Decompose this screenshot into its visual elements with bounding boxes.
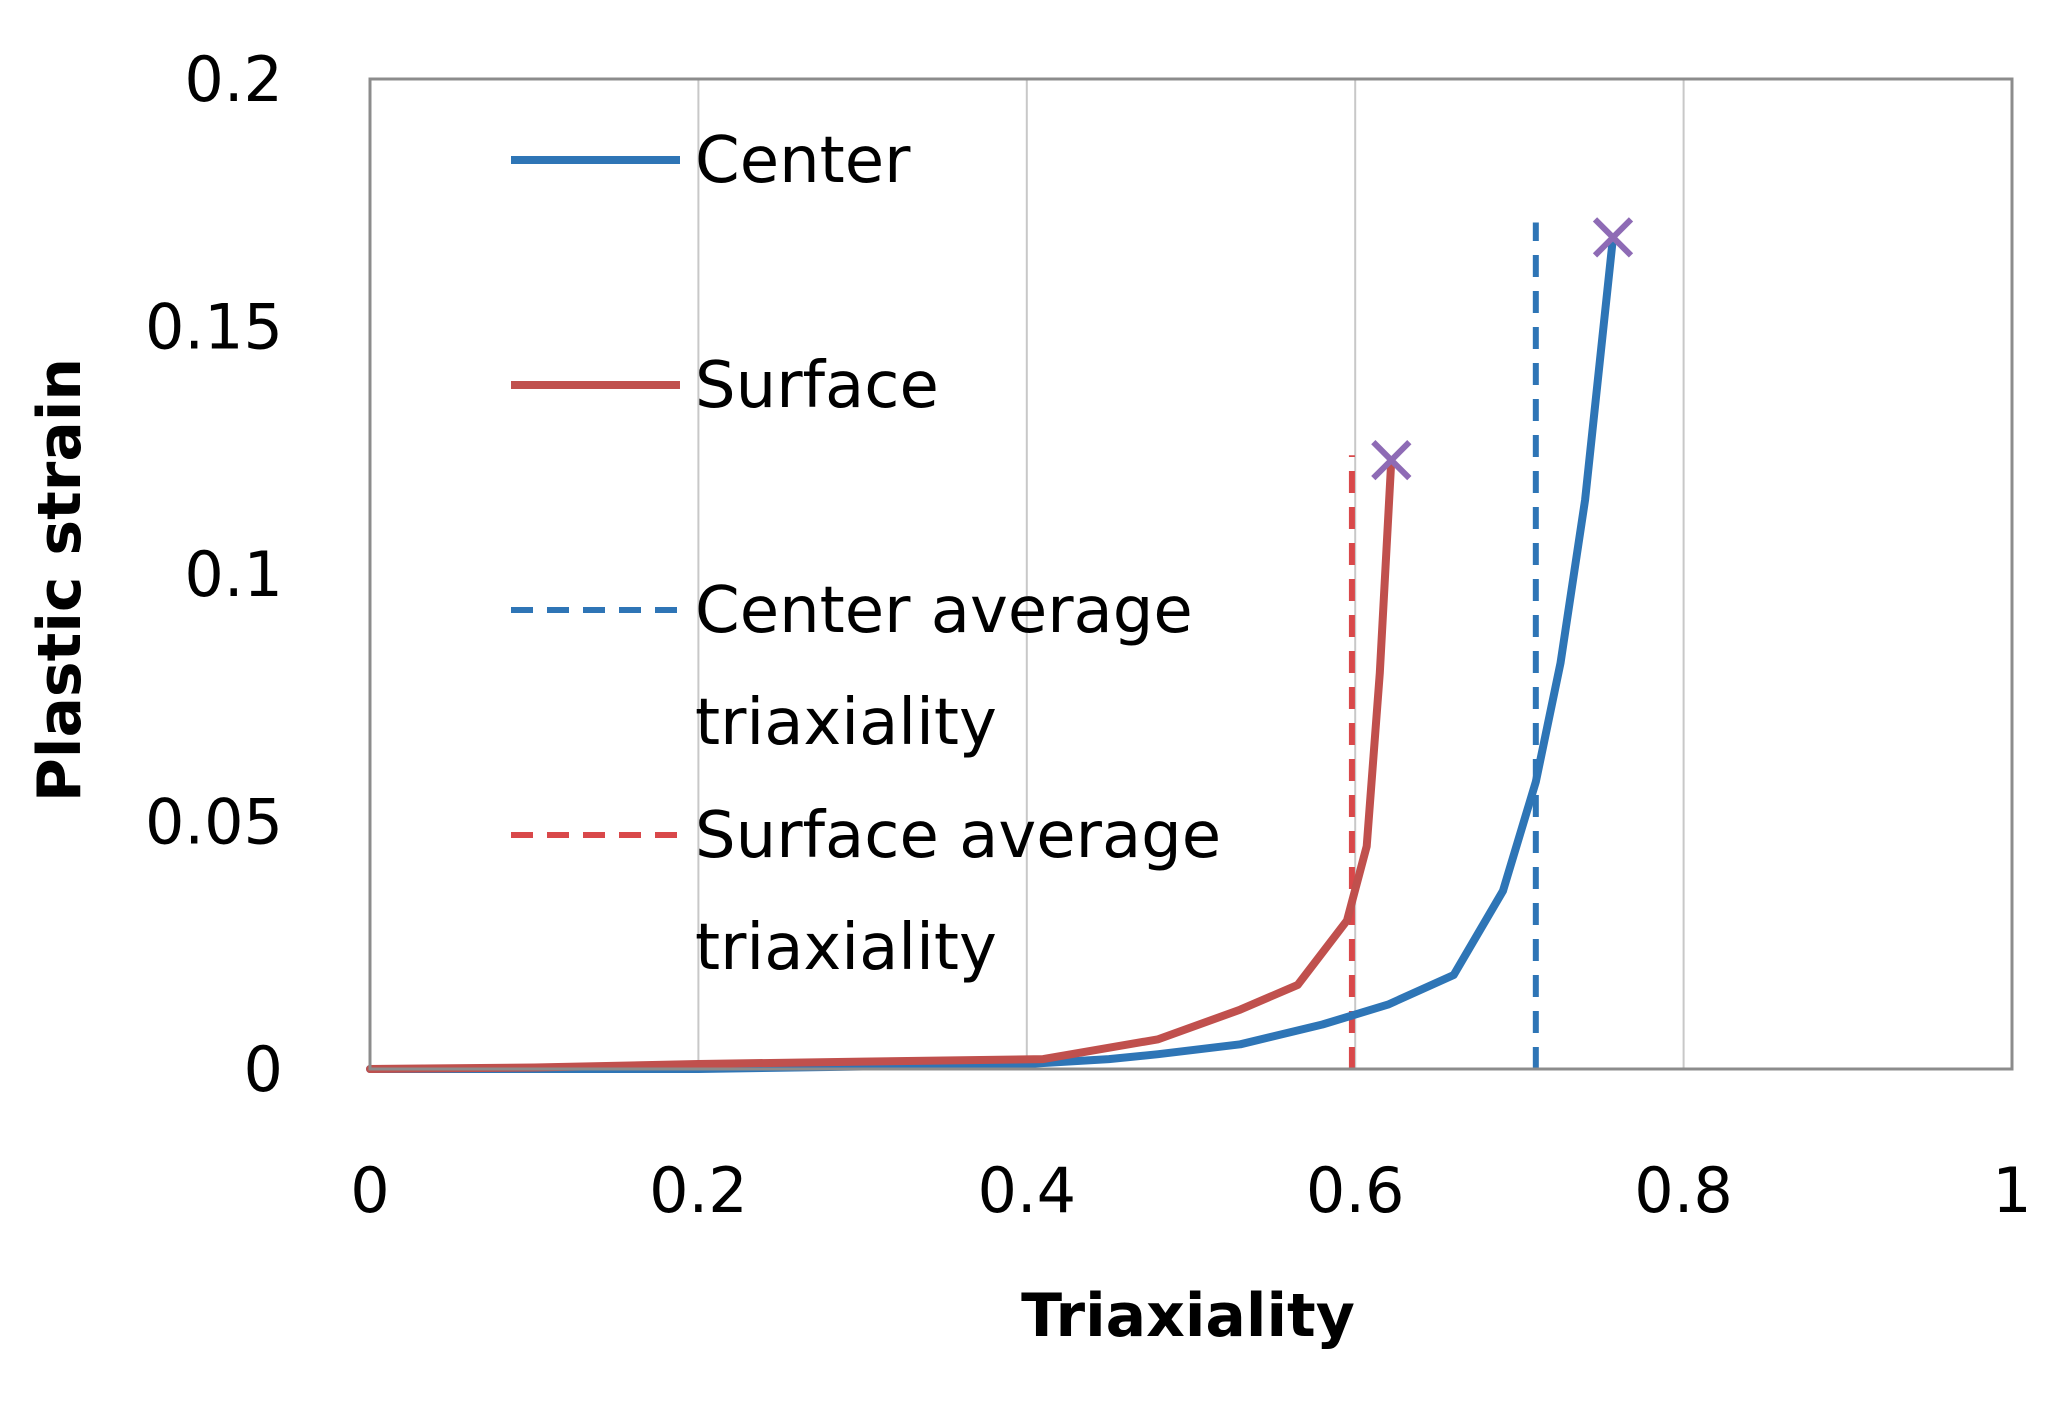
y-tick-label: 0.2 bbox=[184, 43, 283, 116]
y-tick-label: 0.05 bbox=[145, 786, 283, 859]
x-axis-title: Triaxiality bbox=[1021, 1281, 1355, 1351]
x-tick-label: 0.6 bbox=[1306, 1154, 1405, 1227]
legend-entry: Center bbox=[511, 124, 911, 198]
y-tick-label: 0.15 bbox=[145, 291, 283, 364]
legend-label: Center bbox=[695, 124, 911, 198]
plot-area-frame bbox=[368, 77, 2014, 1071]
end-marker-stroke bbox=[1592, 217, 1634, 258]
end-marker bbox=[1371, 440, 1412, 481]
legend-label: Center average bbox=[695, 574, 1193, 648]
x-tick-label: 0 bbox=[350, 1154, 389, 1227]
x-tick-labels: 0 0.2 0.4 0.6 0.8 1 bbox=[350, 1154, 2031, 1227]
legend-label: Surface average bbox=[695, 799, 1221, 873]
y-tick-label: 0 bbox=[244, 1033, 283, 1106]
legend-label: triaxiality bbox=[695, 911, 997, 985]
legend-label: triaxiality bbox=[695, 686, 997, 760]
x-tick-label: 0.2 bbox=[649, 1154, 748, 1227]
x-tick-label: 0.8 bbox=[1634, 1154, 1733, 1227]
legend-entry: Surface average triaxiality bbox=[511, 799, 1221, 985]
legend-entry: Center average triaxiality bbox=[511, 574, 1193, 760]
y-axis-title: Plastic strain bbox=[25, 358, 95, 802]
y-tick-label: 0.1 bbox=[184, 538, 283, 611]
legend-label: Surface bbox=[695, 349, 939, 423]
y-tick-labels: 0 0.05 0.1 0.15 0.2 bbox=[145, 43, 283, 1106]
end-marker bbox=[1592, 217, 1634, 258]
x-tick-label: 0.4 bbox=[977, 1154, 1076, 1227]
end-marker-stroke bbox=[1371, 440, 1412, 481]
series-line bbox=[366, 456, 1396, 1073]
legend-entry: Surface bbox=[511, 349, 939, 423]
x-tick-label: 1 bbox=[1992, 1154, 2031, 1227]
